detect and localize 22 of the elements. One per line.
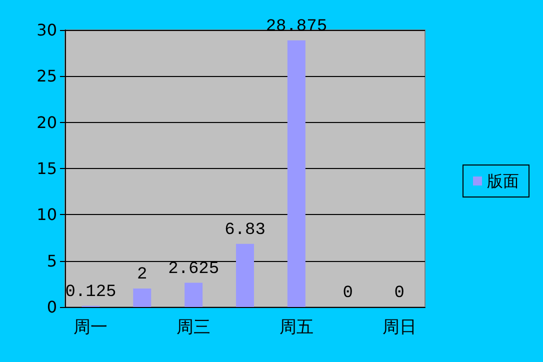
y-tick-label: 20 bbox=[36, 112, 57, 132]
data-label: 6.83 bbox=[224, 220, 266, 240]
x-tick-label: 周一 bbox=[74, 318, 108, 338]
data-label: 2.625 bbox=[168, 260, 220, 279]
y-tick-label: 5 bbox=[46, 251, 57, 270]
data-label: 0 bbox=[342, 284, 353, 303]
legend-label: 版面 bbox=[487, 172, 519, 190]
bar bbox=[236, 244, 254, 307]
bar bbox=[133, 288, 152, 307]
bar bbox=[287, 40, 306, 307]
bar bbox=[184, 282, 203, 307]
x-tick-label: 周五 bbox=[279, 318, 314, 338]
y-tick-label: 15 bbox=[36, 159, 57, 178]
data-label: 0.125 bbox=[65, 282, 116, 302]
x-tick-label: 周日 bbox=[382, 318, 416, 338]
data-label: 2 bbox=[137, 266, 148, 285]
y-tick-label: 0 bbox=[46, 298, 57, 316]
data-label: 0 bbox=[394, 284, 404, 303]
y-tick-label: 30 bbox=[36, 20, 57, 40]
x-tick-label: 周三 bbox=[176, 318, 211, 338]
y-tick-label: 10 bbox=[36, 205, 57, 224]
y-tick-label: 25 bbox=[36, 66, 57, 86]
